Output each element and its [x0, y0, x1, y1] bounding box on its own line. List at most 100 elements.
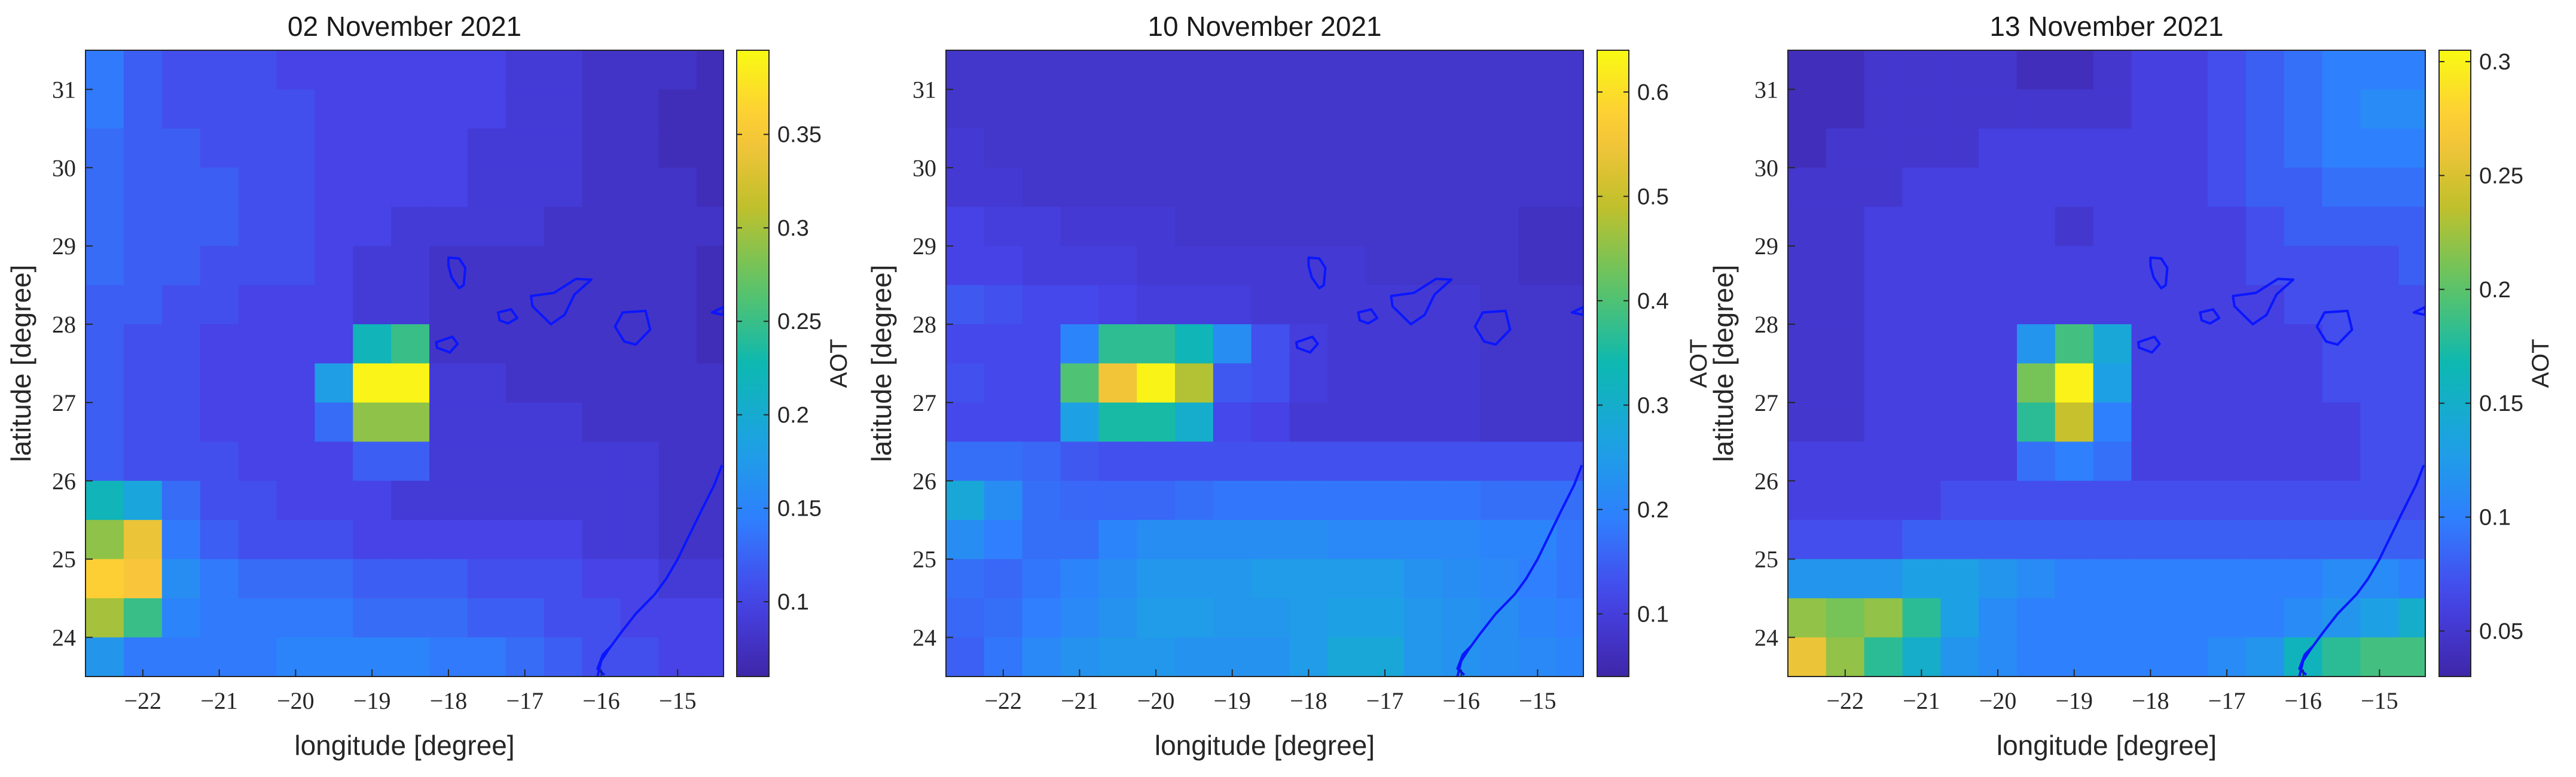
island-outline	[1570, 306, 1583, 316]
heatmap-cell	[391, 285, 430, 325]
heatmap-cell	[238, 128, 277, 168]
heatmap-cell	[161, 128, 201, 168]
heatmap-cell	[2322, 324, 2361, 364]
heatmap-cell	[1442, 206, 1481, 246]
heatmap-cell	[1060, 324, 1099, 364]
heatmap-cell	[1366, 128, 1405, 168]
heatmap-cell	[2093, 402, 2132, 442]
heatmap-cell	[429, 128, 468, 168]
heatmap-cell	[2245, 128, 2285, 168]
heatmap-cell	[946, 246, 985, 286]
colorbar-tick-label: 0.5	[1637, 184, 1669, 209]
heatmap-cell	[1327, 128, 1366, 168]
heatmap-cell	[1403, 324, 1443, 364]
heatmap-cell	[984, 89, 1023, 129]
heatmap-cell	[1251, 50, 1290, 90]
heatmap-cell	[1556, 285, 1583, 325]
heatmap-cell	[2284, 559, 2323, 599]
heatmap-cell	[391, 50, 430, 90]
heatmap-cell	[2322, 402, 2361, 442]
heatmap-cell	[467, 559, 506, 599]
heatmap-cell	[1366, 598, 1405, 638]
heatmap-cell	[2322, 246, 2361, 286]
heatmap-cell	[123, 441, 163, 482]
island-outline	[2199, 308, 2221, 325]
heatmap-cell	[697, 363, 724, 403]
heatmap-cell	[1940, 89, 1979, 129]
heatmap-cell	[984, 285, 1023, 325]
heatmap-cell	[1060, 285, 1099, 325]
colorbar-gradient	[736, 50, 770, 677]
heatmap-cell	[1556, 677, 1595, 716]
heatmap-cell	[1174, 520, 1214, 560]
heatmap-cell	[1213, 441, 1252, 482]
y-tick-label: 25	[52, 546, 76, 573]
heatmap-cell	[1902, 285, 1941, 325]
island-outline	[2315, 309, 2354, 346]
heatmap-cell	[1022, 598, 1061, 638]
heatmap-cell	[984, 50, 1023, 90]
heatmap-cell	[1826, 50, 1865, 90]
heatmap-cell	[2093, 480, 2132, 520]
heatmap-cell	[1213, 89, 1252, 129]
y-tick-label: 30	[912, 154, 936, 181]
heatmap-cell	[505, 559, 545, 599]
heatmap-cell	[1022, 402, 1061, 442]
heatmap-cell	[2398, 715, 2437, 755]
heatmap-cell	[1289, 559, 1328, 599]
heatmap-cell	[2169, 402, 2208, 442]
heatmap-cell	[391, 363, 430, 403]
heatmap-cell	[1403, 167, 1443, 208]
heatmap-cell	[1788, 441, 1827, 482]
heatmap-cell	[1518, 363, 1557, 403]
heatmap-cell	[1174, 637, 1214, 677]
colorbar-tick-label: 0.15	[777, 496, 822, 522]
x-tick-label: −20	[277, 687, 315, 714]
heatmap-cell	[86, 402, 124, 442]
heatmap-cell	[1366, 89, 1405, 129]
heatmap-cell	[276, 402, 315, 442]
heatmap-cell	[161, 637, 201, 677]
heatmap-cell	[1902, 402, 1941, 442]
heatmap-cell	[1480, 402, 1519, 442]
heatmap-cell	[1480, 480, 1519, 520]
heatmap-cell	[544, 441, 583, 482]
heatmap-cell	[239, 715, 277, 755]
heatmap-cell	[620, 441, 659, 482]
heatmap-cell	[200, 246, 239, 286]
heatmap-cell	[505, 520, 545, 560]
island-outline	[1473, 309, 1512, 346]
heatmap-cell	[1060, 480, 1099, 520]
heatmap-cell	[946, 50, 985, 90]
heatmap-cell	[353, 128, 392, 168]
heatmap-cell	[1327, 441, 1366, 482]
colorbar-tick-label: 0.2	[777, 403, 809, 428]
heatmap-cell	[1098, 285, 1137, 325]
heatmap-cell	[123, 167, 163, 208]
y-tick-label: 24	[52, 624, 76, 651]
heatmap-cell	[2284, 89, 2323, 129]
heatmap-cell	[1022, 285, 1061, 325]
heatmap-cell	[353, 324, 392, 364]
heatmap-cell	[697, 246, 724, 286]
heatmap-cell	[1289, 89, 1328, 129]
heatmap-cell	[2398, 480, 2425, 520]
heatmap-cell	[582, 128, 621, 168]
heatmap-cell	[2016, 441, 2056, 482]
heatmap-cell	[2245, 637, 2285, 677]
heatmap-cell	[1788, 402, 1827, 442]
y-tick-label: 29	[52, 233, 76, 260]
y-tick-label: 25	[1754, 546, 1778, 573]
heatmap-cell	[2169, 206, 2208, 246]
heatmap-cell	[1403, 89, 1443, 129]
heatmap-cell	[2131, 480, 2170, 520]
heatmap-cell	[2016, 480, 2056, 520]
heatmap-cell	[582, 206, 621, 246]
heatmap-cell	[544, 363, 583, 403]
x-tick-label: −16	[582, 687, 620, 714]
heatmap-cell	[2208, 285, 2247, 325]
heatmap-cell	[946, 480, 985, 520]
heatmap-cell	[200, 402, 239, 442]
heatmap-cell	[620, 598, 659, 638]
colorbar-gradient	[1597, 50, 1629, 677]
